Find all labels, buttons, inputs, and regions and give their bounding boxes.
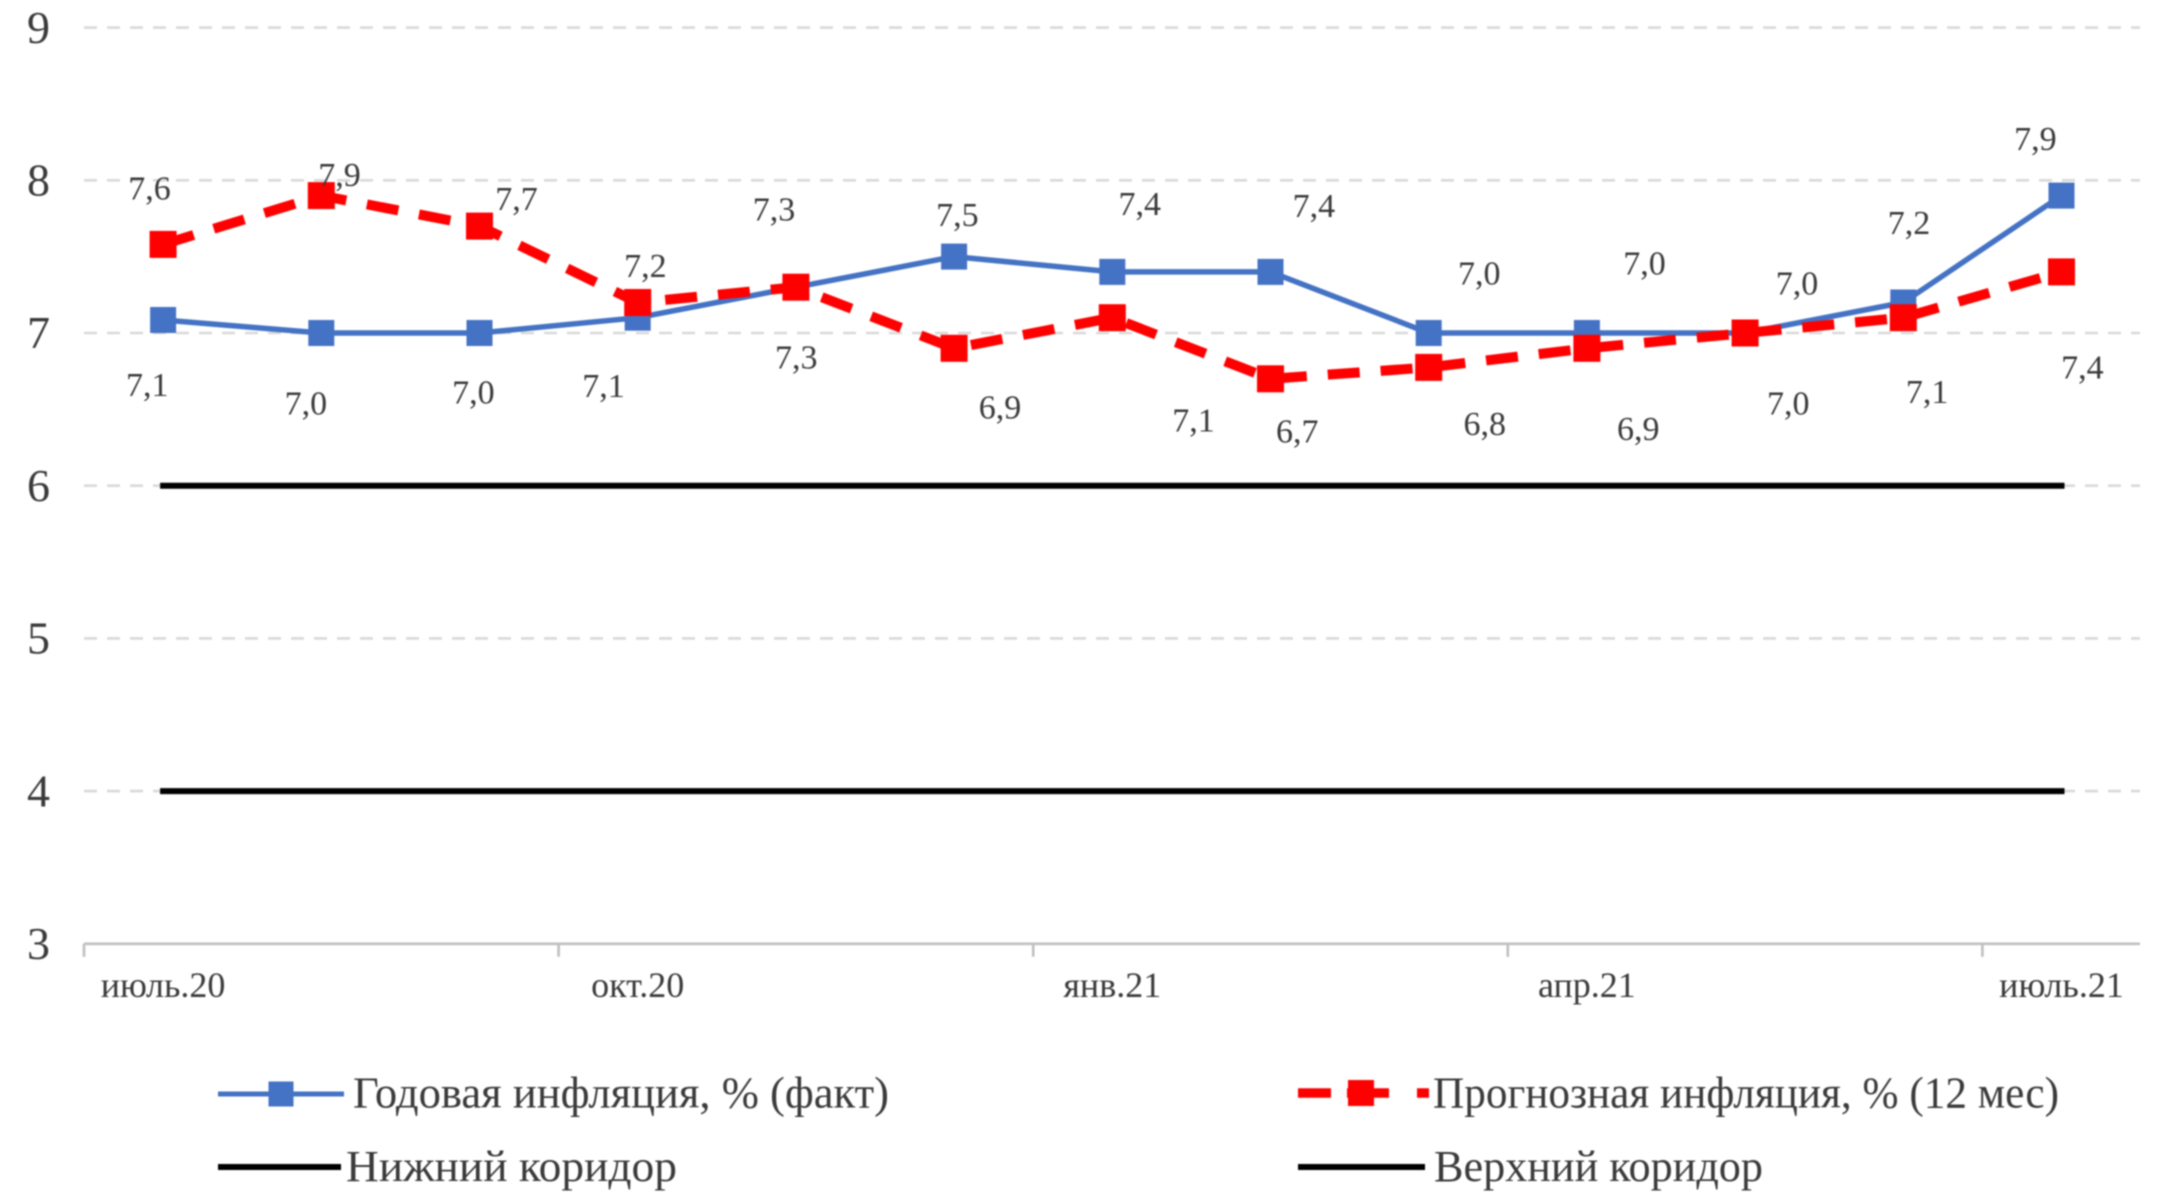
svg-text:7,6: 7,6 — [128, 171, 171, 208]
svg-text:Верхний коридор: Верхний коридор — [1434, 1142, 1763, 1191]
svg-text:7,9: 7,9 — [318, 157, 361, 194]
svg-text:окт.20: окт.20 — [591, 965, 684, 1005]
svg-text:4: 4 — [27, 765, 50, 816]
svg-text:6,7: 6,7 — [1276, 414, 1319, 451]
svg-text:7,1: 7,1 — [1172, 403, 1215, 440]
svg-text:6,9: 6,9 — [1617, 411, 1660, 448]
svg-text:июль.21: июль.21 — [1999, 965, 2124, 1005]
svg-text:7,5: 7,5 — [936, 197, 979, 234]
svg-text:Нижний коридор: Нижний коридор — [346, 1142, 677, 1191]
svg-text:6,9: 6,9 — [979, 390, 1022, 427]
svg-text:7: 7 — [27, 307, 50, 358]
svg-text:7,0: 7,0 — [1776, 266, 1819, 303]
svg-text:7,2: 7,2 — [624, 248, 667, 285]
svg-text:6: 6 — [27, 460, 50, 511]
svg-text:янв.21: янв.21 — [1063, 965, 1161, 1005]
svg-text:7,4: 7,4 — [1119, 186, 1162, 223]
svg-text:апр.21: апр.21 — [1538, 965, 1636, 1005]
svg-text:3: 3 — [27, 918, 50, 969]
svg-text:7,2: 7,2 — [1888, 205, 1931, 242]
svg-text:7,0: 7,0 — [285, 386, 328, 423]
svg-text:7,1: 7,1 — [582, 368, 625, 405]
svg-text:7,0: 7,0 — [1767, 386, 1810, 423]
svg-text:5: 5 — [27, 613, 50, 664]
svg-text:7,3: 7,3 — [753, 192, 796, 229]
svg-text:7,9: 7,9 — [2014, 121, 2057, 158]
svg-text:7,1: 7,1 — [126, 367, 169, 404]
svg-text:7,0: 7,0 — [452, 375, 495, 412]
svg-text:7,1: 7,1 — [1906, 374, 1949, 411]
svg-text:7,4: 7,4 — [2061, 350, 2104, 387]
svg-text:8: 8 — [27, 154, 50, 205]
svg-text:9: 9 — [27, 2, 50, 53]
svg-text:Годовая инфляция, % (факт): Годовая инфляция, % (факт) — [353, 1069, 889, 1118]
svg-text:7,4: 7,4 — [1293, 188, 1336, 225]
svg-text:7,7: 7,7 — [495, 181, 538, 218]
svg-text:6,8: 6,8 — [1463, 406, 1506, 443]
svg-text:7,3: 7,3 — [775, 340, 818, 377]
svg-text:7,0: 7,0 — [1458, 256, 1501, 293]
svg-text:7,0: 7,0 — [1623, 246, 1666, 283]
svg-text:июль.20: июль.20 — [101, 965, 226, 1005]
svg-text:Прогнозная инфляция, % (12 мес: Прогнозная инфляция, % (12 мес) — [1433, 1069, 2059, 1118]
